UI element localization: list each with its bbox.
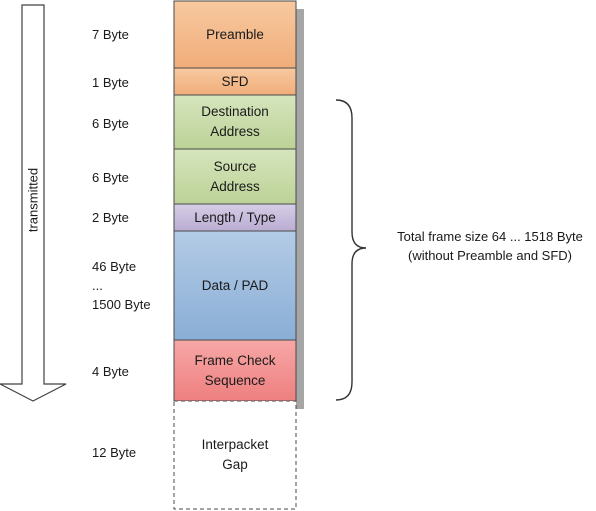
sfd-label: SFD <box>221 73 249 89</box>
data-pad-label: Data / PAD <box>201 277 269 293</box>
transmitted-label: transmitted <box>25 167 41 233</box>
size-label-interpacket-gap: 12 Byte <box>92 445 137 460</box>
frame-check-sequence-label: Frame Check Sequence <box>194 352 276 388</box>
size-label-sfd: 1 Byte <box>92 75 129 90</box>
size-label-data-pad-line2: ... <box>92 278 103 293</box>
total-frame-size-note: Total frame size 64 ... 1518 Byte (witho… <box>378 227 596 265</box>
size-label-length-type: 2 Byte <box>92 210 129 225</box>
length-type-block <box>173 203 297 232</box>
interpacket-gap-label: Interpacket Gap <box>201 437 269 472</box>
size-label-preamble: 7 Byte <box>92 27 129 42</box>
preamble-label: Preamble <box>206 26 264 42</box>
preamble-block <box>173 0 297 69</box>
transmitted-arrow <box>0 4 67 402</box>
interpacket-gap-block <box>173 400 297 510</box>
size-label-frame-check-sequence: 4 Byte <box>92 364 129 379</box>
source-address-label: Source Address <box>210 158 260 194</box>
size-label-destination-address: 6 Byte <box>92 116 129 131</box>
total-frame-size-qualifier: (without Preamble and SFD) <box>407 248 572 263</box>
size-label-data-pad-line3: 1500 Byte <box>92 297 151 312</box>
frame-check-sequence-block <box>173 339 297 402</box>
length-type-label: Length / Type <box>194 209 276 225</box>
destination-address-label: Destination Address <box>201 104 269 139</box>
size-label-source-address: 6 Byte <box>92 170 129 185</box>
total-frame-size-line: Total frame size 64 ... 1518 Byte <box>397 229 583 244</box>
source-address-block <box>173 148 297 205</box>
size-label-data-pad-line1: 46 Byte <box>92 259 137 274</box>
destination-address-block <box>173 94 297 150</box>
frame-size-brace <box>335 99 367 401</box>
